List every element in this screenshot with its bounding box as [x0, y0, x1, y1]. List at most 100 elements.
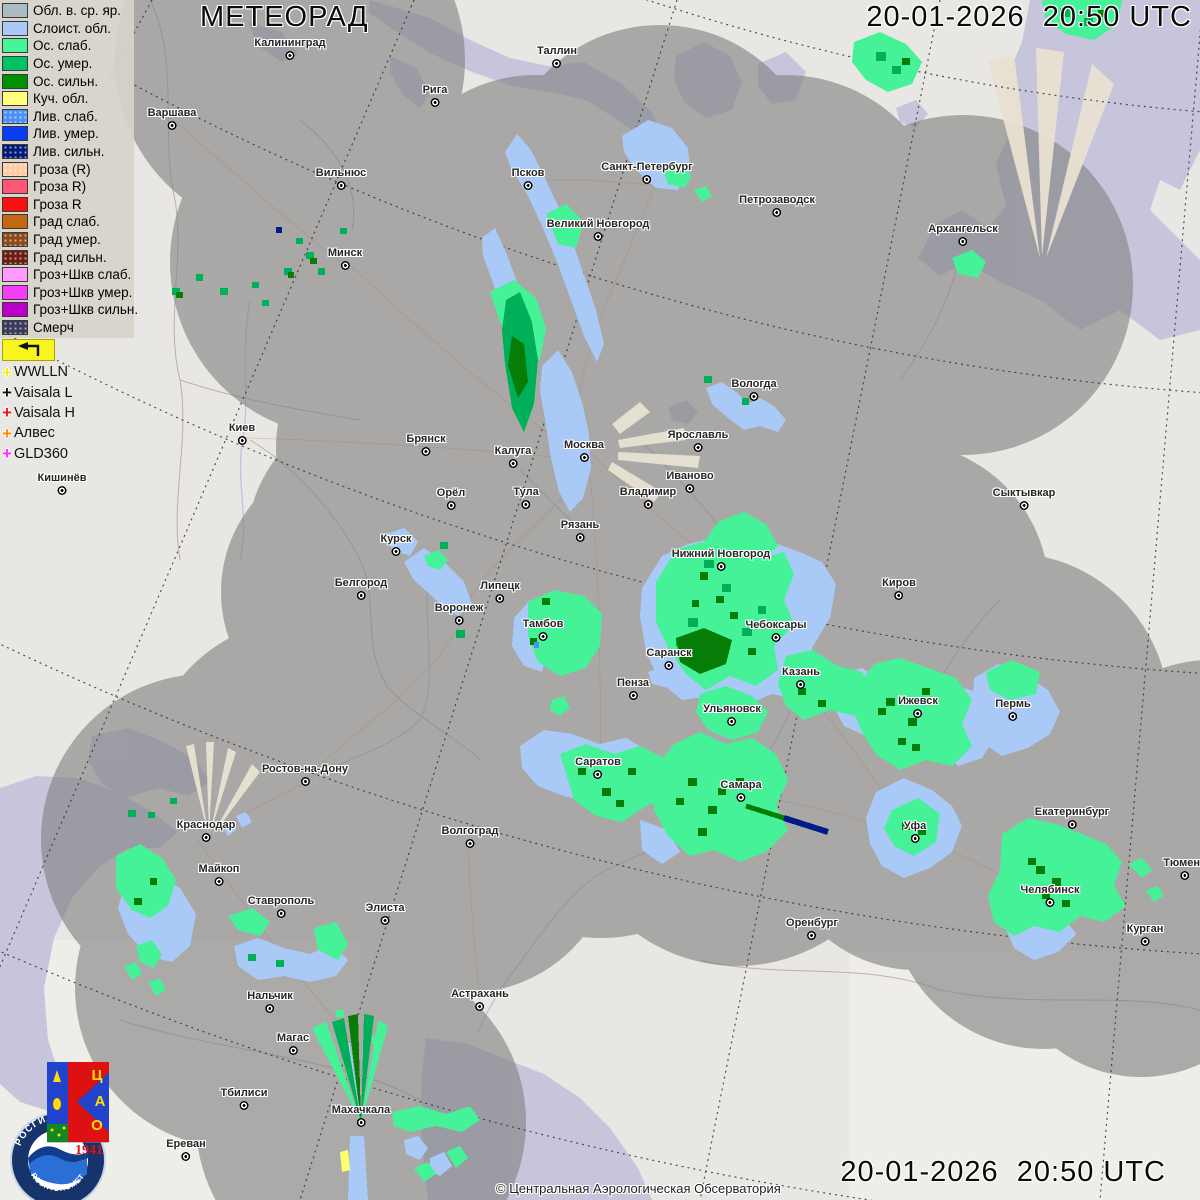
city-marker[interactable]: Нальчик [247, 991, 293, 1013]
city-marker[interactable]: Астрахань [451, 989, 509, 1011]
city-marker[interactable]: Кишинёв [38, 473, 86, 495]
city-marker[interactable]: Пенза [617, 678, 649, 700]
city-dot-icon [201, 833, 211, 842]
city-label: Тбилиси [220, 1087, 268, 1099]
city-marker[interactable]: Краснодар [177, 820, 235, 842]
legend-row: Слоист. обл. [2, 20, 134, 38]
city-marker[interactable]: Казань [782, 667, 820, 689]
city-marker[interactable]: Курск [380, 533, 412, 556]
city-dot-icon [736, 793, 746, 802]
legend-label: Гроза (R) [33, 161, 91, 177]
legend-label: Гроз+Шкв слаб. [33, 267, 132, 283]
city-marker[interactable]: Элиста [366, 903, 404, 925]
city-marker[interactable]: Белгород [335, 578, 387, 600]
city-label: Петрозаводск [739, 194, 815, 206]
lightning-cross-icon: + [2, 362, 12, 382]
city-dot-icon [181, 1152, 191, 1161]
city-marker[interactable]: Волгоград [442, 826, 498, 848]
lightning-cross-icon: + [2, 444, 12, 464]
timestamp-bottom: 20-01-2026 20:50 UTC [840, 1156, 1166, 1188]
city-marker[interactable]: Самара [720, 779, 762, 802]
lightning-row: + WWLLN [2, 362, 75, 382]
city-label: Киров [882, 577, 916, 589]
city-marker[interactable]: Ереван [166, 1139, 206, 1161]
city-label: Курск [380, 533, 412, 545]
city-dot-icon [1180, 871, 1190, 880]
legend-label: Гроз+Шкв сильн. [33, 302, 139, 318]
city-marker[interactable]: Киев [229, 423, 255, 445]
city-marker[interactable]: Воронеж [435, 603, 483, 625]
city-marker[interactable]: Тюмень [1163, 858, 1200, 880]
city-marker[interactable]: Ульяновск [703, 704, 761, 726]
city-marker[interactable]: Пермь [995, 699, 1031, 721]
city-dot-icon [958, 237, 968, 246]
city-marker[interactable]: Саранск [646, 648, 692, 670]
city-dot-icon [167, 121, 177, 130]
city-label: Тула [513, 486, 539, 498]
page-title: МЕТЕОРАД [200, 1, 369, 33]
city-marker[interactable]: Ростов-на-Дону [262, 764, 348, 786]
city-marker[interactable]: Тула [513, 486, 539, 509]
city-marker[interactable]: Ставрополь [248, 896, 314, 918]
city-marker[interactable]: Саратов [575, 757, 621, 779]
city-label: Сыктывкар [992, 487, 1056, 499]
cao-logo: Ц А О 1941 [46, 1061, 110, 1161]
city-label: Тюмень [1163, 857, 1200, 869]
city-marker[interactable]: Нижний Новгород [672, 549, 770, 571]
city-marker[interactable]: Вильнюс [316, 168, 366, 190]
city-marker[interactable]: Магас [277, 1033, 309, 1055]
city-label: Ярославль [667, 429, 729, 441]
city-label: Самара [720, 779, 762, 791]
legend-swatch [2, 267, 28, 283]
city-marker[interactable]: Махачкала [332, 1105, 390, 1127]
city-marker[interactable]: Великий Новгород [547, 219, 649, 241]
city-marker[interactable]: Архангельск [928, 224, 998, 246]
city-label: Санкт-Петербург [601, 161, 693, 173]
city-marker[interactable]: Орёл [437, 488, 465, 510]
city-marker[interactable]: Москва [564, 440, 604, 462]
city-marker[interactable]: Ижевск [898, 696, 938, 718]
city-marker[interactable]: Иваново [666, 470, 714, 493]
city-marker[interactable]: Вологда [731, 379, 777, 401]
city-marker[interactable]: Тамбов [523, 619, 563, 641]
city-marker[interactable]: Калининград [254, 38, 326, 60]
squall-arrow-icon [17, 342, 39, 356]
city-label: Иваново [666, 470, 714, 482]
lightning-label: GLD360 [13, 445, 68, 462]
city-marker[interactable]: Варшава [147, 107, 197, 130]
city-marker[interactable]: Липецк [480, 581, 520, 603]
city-marker[interactable]: Сыктывкар [992, 487, 1056, 510]
city-marker[interactable]: Уфа [904, 821, 926, 843]
city-dot-icon [1140, 937, 1150, 946]
legend-row: Град слаб. [2, 213, 134, 231]
city-marker[interactable]: Тбилиси [220, 1087, 268, 1110]
beam-blockage-wedges [186, 48, 1114, 836]
city-dot-icon [446, 501, 456, 510]
legend-swatch [2, 144, 28, 160]
city-marker[interactable]: Чебоксары [745, 620, 807, 642]
city-label: Вильнюс [315, 167, 367, 179]
city-marker[interactable]: Псков [512, 168, 544, 190]
city-marker[interactable]: Оренбург [786, 918, 838, 940]
city-marker[interactable]: Майкоп [199, 864, 239, 886]
city-marker[interactable]: Минск [328, 248, 362, 270]
city-marker[interactable]: Владимир [620, 487, 676, 509]
city-marker[interactable]: Челябинск [1020, 885, 1080, 907]
legend-swatch [2, 126, 28, 142]
city-marker[interactable]: Рига [423, 85, 447, 107]
city-marker[interactable]: Петрозаводск [739, 195, 815, 217]
city-marker[interactable]: Таллин [537, 46, 577, 68]
city-marker[interactable]: Курган [1127, 924, 1163, 946]
city-label: Варшава [147, 107, 197, 119]
city-label: Калуга [494, 445, 532, 457]
city-marker[interactable]: Калуга [494, 445, 532, 468]
city-dot-icon [579, 453, 589, 462]
city-marker[interactable]: Ярославль [667, 429, 729, 452]
city-marker[interactable]: Киров [882, 578, 916, 600]
city-marker[interactable]: Санкт-Петербург [601, 161, 693, 184]
city-marker[interactable]: Екатеринбург [1035, 807, 1109, 829]
city-marker[interactable]: Брянск [406, 434, 446, 456]
city-marker[interactable]: Рязань [561, 520, 599, 542]
city-dot-icon [340, 261, 350, 270]
